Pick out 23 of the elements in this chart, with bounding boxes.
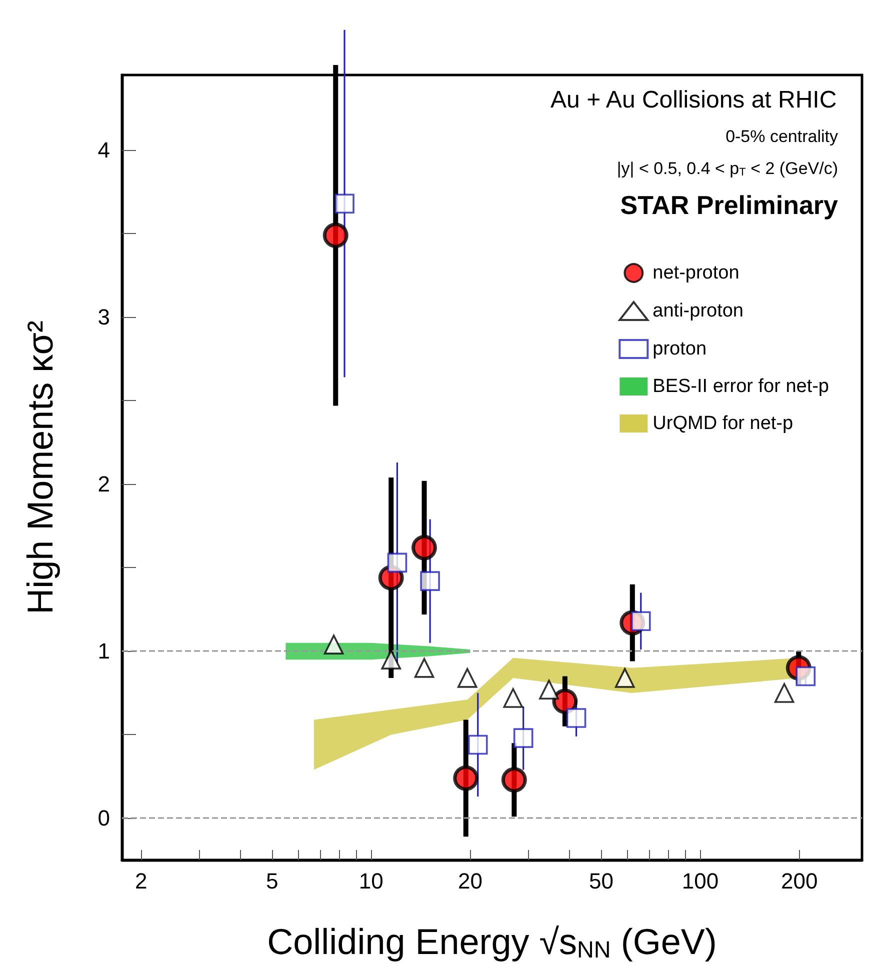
x-tick-label: 200 — [780, 868, 818, 894]
annotation: Au + Au Collisions at RHIC — [550, 86, 837, 114]
y-tick-label: 3 — [98, 304, 110, 330]
x-tick-label: 50 — [588, 868, 614, 894]
y-tick-label: 1 — [98, 638, 110, 664]
y-tick-label: 4 — [98, 138, 110, 163]
legend-label: anti-proton — [652, 300, 744, 322]
x-tick-label: 20 — [458, 868, 482, 894]
y-tick-label: 0 — [98, 806, 110, 831]
annotation: 0-5% centrality — [726, 127, 838, 146]
y-axis-title: High Moments κσ² — [20, 320, 60, 614]
legend-label: proton — [652, 338, 707, 360]
y-tick-label: 2 — [98, 472, 110, 497]
x-tick-label: 5 — [266, 868, 278, 894]
x-tick-label: 100 — [682, 868, 719, 894]
x-tick-label: 2 — [134, 868, 148, 894]
legend-label: UrQMD for net-p — [652, 413, 794, 434]
annotation: STAR Preliminary — [620, 190, 839, 220]
x-tick-label: 10 — [358, 868, 384, 894]
x-axis-title: Colliding Energy √sNN (GeV) — [267, 921, 717, 963]
legend-label: net-proton — [652, 262, 740, 284]
legend-label: BES-II error for net-p — [652, 376, 830, 397]
annotation: |y| < 0.5, 0.4 < pT < 2 (GeV/c) — [616, 159, 838, 178]
